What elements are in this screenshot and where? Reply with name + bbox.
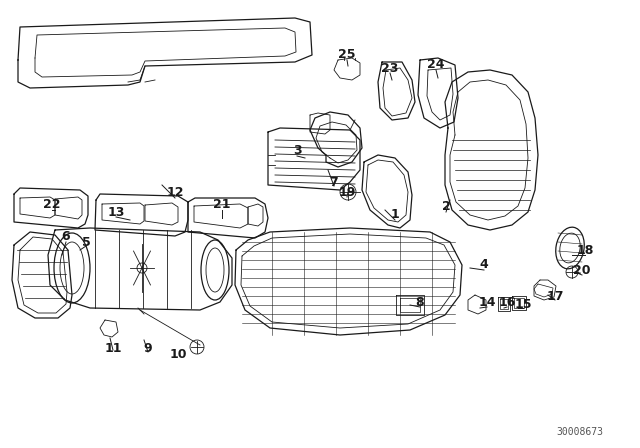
Text: 2: 2: [442, 201, 451, 214]
Text: 15: 15: [515, 298, 532, 311]
Text: 8: 8: [416, 297, 424, 310]
Text: 12: 12: [166, 186, 184, 199]
Text: 16: 16: [499, 297, 516, 310]
Text: 24: 24: [428, 57, 445, 70]
Text: 1: 1: [390, 208, 399, 221]
Text: 13: 13: [108, 206, 125, 219]
Text: 23: 23: [381, 61, 399, 74]
Text: 17: 17: [547, 289, 564, 302]
Text: 3: 3: [292, 145, 301, 158]
Text: 4: 4: [479, 258, 488, 271]
Text: 25: 25: [339, 47, 356, 60]
Text: 5: 5: [82, 236, 90, 249]
Text: 6: 6: [61, 231, 70, 244]
Text: 11: 11: [104, 341, 122, 354]
Text: 21: 21: [213, 198, 231, 211]
Text: 14: 14: [478, 297, 496, 310]
Text: 10: 10: [169, 349, 187, 362]
Text: 19: 19: [339, 185, 356, 198]
Text: 22: 22: [44, 198, 61, 211]
Text: 20: 20: [573, 263, 591, 276]
Text: 18: 18: [576, 244, 594, 257]
Text: 30008673: 30008673: [557, 427, 604, 437]
Text: 7: 7: [330, 176, 339, 189]
Text: 9: 9: [144, 341, 152, 354]
